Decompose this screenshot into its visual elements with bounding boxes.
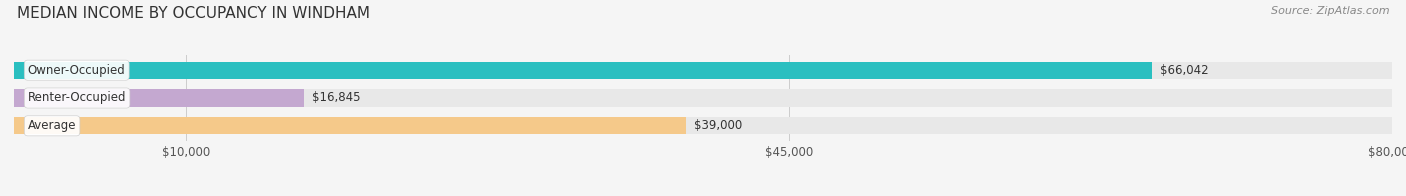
Bar — [14, 89, 304, 107]
Text: Renter-Occupied: Renter-Occupied — [28, 92, 127, 104]
Text: $66,042: $66,042 — [1160, 64, 1208, 77]
Bar — [14, 117, 1392, 134]
Bar — [14, 62, 1152, 79]
Text: $39,000: $39,000 — [695, 119, 742, 132]
Text: MEDIAN INCOME BY OCCUPANCY IN WINDHAM: MEDIAN INCOME BY OCCUPANCY IN WINDHAM — [17, 6, 370, 21]
Bar — [14, 117, 686, 134]
Text: Average: Average — [28, 119, 76, 132]
Bar — [14, 89, 1392, 107]
Text: $16,845: $16,845 — [312, 92, 361, 104]
Text: Owner-Occupied: Owner-Occupied — [28, 64, 125, 77]
Text: Source: ZipAtlas.com: Source: ZipAtlas.com — [1271, 6, 1389, 16]
Bar — [14, 62, 1392, 79]
